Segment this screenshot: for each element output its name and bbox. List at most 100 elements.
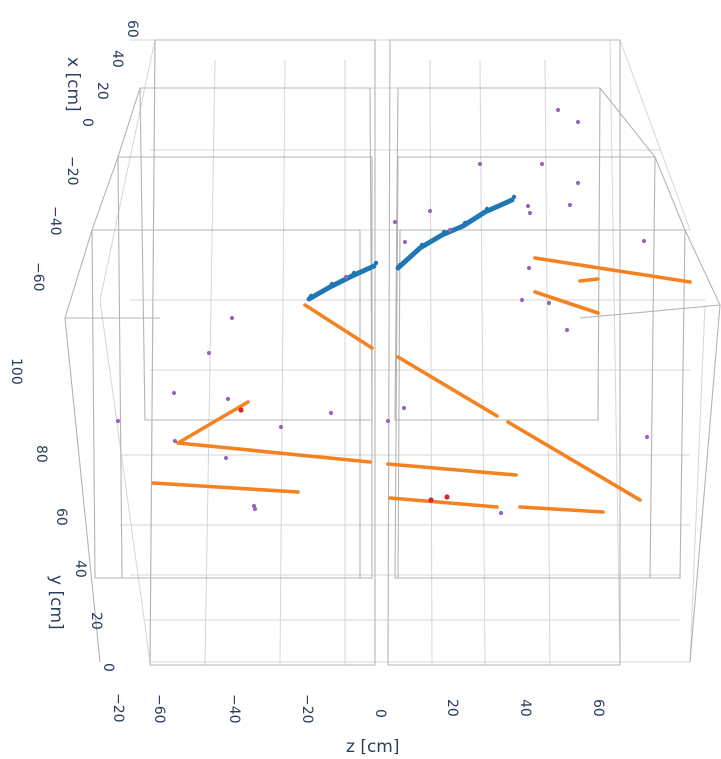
delta-point [525, 203, 531, 209]
y-tick-label: −20 [110, 693, 126, 723]
track-segment [388, 496, 499, 509]
module-edge [579, 304, 721, 319]
shower-point [484, 206, 490, 212]
y-tick-label: 60 [53, 508, 69, 526]
module-edge [149, 39, 376, 666]
track-segment [151, 481, 300, 494]
grid-line [544, 59, 551, 666]
y-tick-label: 0 [100, 663, 116, 672]
shower-point [441, 229, 447, 235]
delta-point [401, 405, 407, 411]
delta-point [498, 510, 504, 516]
x-axis-title: x [cm] [63, 57, 83, 112]
delta-point [252, 506, 258, 512]
module-edge [117, 156, 373, 579]
shower-point [462, 220, 468, 226]
y-tick-label: 20 [88, 612, 104, 630]
delta-point [644, 434, 650, 440]
track-segment [176, 441, 372, 464]
module-edge [387, 39, 621, 666]
grid-line [619, 39, 691, 231]
delta-point [225, 396, 231, 402]
grid-line [99, 299, 151, 663]
module-edge [394, 156, 656, 579]
delta-point [206, 350, 212, 356]
track-segment [506, 420, 642, 502]
z-axis-title: z [cm] [346, 737, 400, 757]
y-axis-ticks: 100 80 60 40 20 0 −20 [8, 358, 126, 723]
grid-line [609, 39, 621, 666]
delta-point [575, 119, 581, 125]
track-segment [533, 290, 600, 315]
module-edge [397, 229, 686, 579]
x-tick-label: 40 [109, 50, 125, 68]
x-tick-label: −20 [64, 156, 80, 186]
delta-point [527, 210, 533, 216]
delta-point [477, 161, 483, 167]
module-edge [91, 229, 361, 579]
x-tick-label: 60 [124, 20, 140, 38]
module-edge [91, 87, 141, 231]
track-segment [303, 303, 374, 350]
shower-point [511, 194, 517, 200]
delta-point [567, 202, 573, 208]
shower-point [419, 242, 425, 248]
shower-point [351, 270, 357, 276]
delta-point [343, 274, 349, 280]
z-tick-label: 20 [444, 699, 460, 717]
x-tick-label: 20 [94, 82, 110, 100]
delta-point [172, 438, 178, 444]
grid-line [479, 59, 486, 666]
track-segment [176, 400, 250, 445]
grid-line [689, 304, 706, 663]
delta-point [171, 390, 177, 396]
grid-line [429, 59, 433, 666]
shower-cluster [306, 263, 377, 302]
delta-point [392, 219, 398, 225]
shower-point [308, 293, 314, 299]
z-tick-label: 0 [372, 709, 388, 718]
track-segment [518, 505, 605, 514]
delta-point [575, 180, 581, 186]
delta-point [385, 418, 391, 424]
track-segment [386, 462, 518, 477]
y-tick-label: 40 [72, 560, 88, 578]
delta-point [223, 455, 229, 461]
y-tick-label: 100 [8, 358, 24, 385]
data-layer [115, 107, 692, 516]
delta-point [539, 161, 545, 167]
delta-point [555, 107, 561, 113]
delta-point [546, 300, 552, 306]
z-tick-label: 40 [517, 699, 533, 717]
michel-point [444, 494, 450, 500]
delta-point [402, 239, 408, 245]
module-edge [64, 229, 101, 663]
z-axis-ticks: −60 −40 −20 0 20 40 60 [151, 694, 606, 724]
michel-point [428, 497, 434, 503]
track-segment [396, 355, 499, 418]
z-tick-label: −40 [226, 694, 242, 724]
michel-point [238, 407, 244, 413]
delta-point [229, 315, 235, 321]
delta-point [641, 238, 647, 244]
z-tick-label: −60 [151, 694, 167, 724]
shower-point [397, 262, 403, 268]
detector-modules [64, 39, 721, 666]
shower-point [329, 281, 335, 287]
grid-line [99, 39, 156, 301]
grid-layer [99, 39, 706, 666]
z-tick-label: −20 [299, 694, 315, 724]
track-segment [533, 256, 692, 284]
delta-point [564, 327, 570, 333]
delta-point [278, 424, 284, 430]
delta-point [427, 208, 433, 214]
delta-point [115, 418, 121, 424]
delta-point [526, 265, 532, 271]
x-tick-label: 0 [79, 118, 95, 127]
module-edge [394, 87, 601, 421]
module-edge [599, 87, 686, 231]
x-tick-label: −60 [30, 262, 46, 292]
shower-cluster [395, 197, 515, 271]
delta-point [328, 410, 334, 416]
